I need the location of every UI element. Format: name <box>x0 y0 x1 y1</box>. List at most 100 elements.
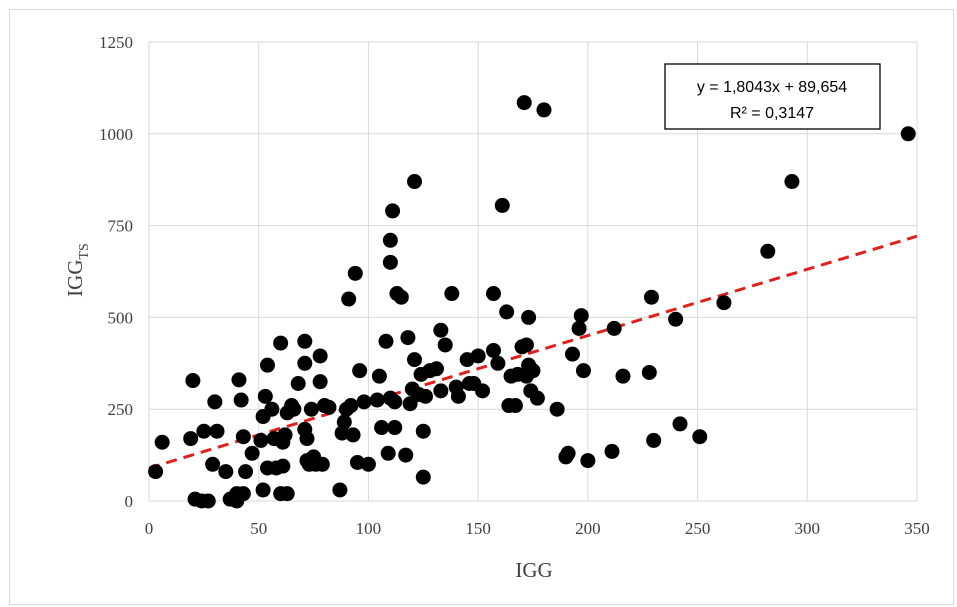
data-point <box>507 398 523 414</box>
x-tick-label: 250 <box>685 519 711 538</box>
trendline-equation: y = 1,8043x + 89,654 <box>697 79 847 96</box>
data-point <box>518 337 534 353</box>
data-point <box>606 320 622 336</box>
x-tick-labels: 0 50 100 150 200 250 300 350 <box>145 519 930 538</box>
data-point <box>374 420 390 436</box>
data-point <box>573 308 589 324</box>
data-point <box>470 348 486 364</box>
trendline <box>148 234 918 470</box>
y-axis-title-main: IGG <box>63 260 87 297</box>
data-point <box>345 427 361 443</box>
data-point <box>196 423 212 439</box>
data-point <box>784 174 800 190</box>
x-tick-label: 300 <box>795 519 821 538</box>
y-tick-label: 750 <box>108 217 134 236</box>
data-point <box>286 401 302 417</box>
data-point <box>615 368 631 384</box>
y-tick-label: 1250 <box>99 33 133 52</box>
data-point <box>433 383 449 399</box>
data-point <box>486 342 502 358</box>
data-point <box>490 355 506 371</box>
data-point <box>529 390 545 406</box>
data-point <box>716 295 732 311</box>
y-tick-label: 1000 <box>99 125 133 144</box>
data-point <box>450 388 466 404</box>
data-point <box>185 373 201 389</box>
data-point <box>382 254 398 270</box>
data-point <box>433 322 449 338</box>
data-point <box>692 429 708 445</box>
data-point <box>235 486 251 502</box>
data-point <box>900 126 916 142</box>
data-point <box>343 398 359 414</box>
data-point <box>380 445 396 461</box>
data-point <box>643 289 659 305</box>
x-tick-label: 0 <box>145 519 154 538</box>
data-point <box>407 352 423 368</box>
data-point <box>437 337 453 353</box>
data-point <box>387 394 403 410</box>
data-point <box>382 232 398 248</box>
trendline-equation-box: y = 1,8043x + 89,654 R² = 0,3147 <box>664 63 881 130</box>
data-point <box>279 486 295 502</box>
data-point <box>231 372 247 388</box>
x-tick-label: 150 <box>465 519 491 538</box>
data-point <box>525 363 541 379</box>
data-point <box>244 445 260 461</box>
data-point <box>290 375 306 391</box>
data-point <box>233 392 249 408</box>
data-point <box>521 309 537 325</box>
data-point <box>604 443 620 459</box>
data-point <box>516 95 532 111</box>
data-point <box>668 311 684 327</box>
data-point <box>259 357 275 373</box>
data-point <box>321 399 337 415</box>
data-point <box>415 469 431 485</box>
data-point <box>549 401 565 417</box>
data-point <box>356 394 372 410</box>
data-point <box>575 363 591 379</box>
data-point <box>297 333 313 349</box>
data-point <box>273 335 289 351</box>
data-point <box>564 346 580 362</box>
data-point <box>475 383 491 399</box>
data-point <box>205 456 221 472</box>
data-point <box>314 456 330 472</box>
data-point <box>760 243 776 259</box>
data-point <box>264 401 280 417</box>
data-point <box>336 414 352 430</box>
data-point <box>378 333 394 349</box>
y-tick-label: 0 <box>125 492 134 511</box>
data-point <box>415 423 431 439</box>
data-point <box>312 348 328 364</box>
data-point <box>312 374 328 390</box>
data-point <box>347 265 363 281</box>
data-point <box>417 388 433 404</box>
data-point <box>571 320 587 336</box>
x-tick-label: 200 <box>575 519 601 538</box>
data-point <box>154 434 170 450</box>
trendline-layer <box>148 234 918 470</box>
data-point <box>486 286 502 302</box>
x-tick-label: 50 <box>250 519 267 538</box>
data-point <box>218 464 234 480</box>
data-point <box>580 453 596 469</box>
data-point <box>398 447 414 463</box>
data-point <box>646 432 662 448</box>
data-point <box>238 464 254 480</box>
y-tick-label: 250 <box>108 400 134 419</box>
data-point <box>371 368 387 384</box>
data-point <box>428 361 444 377</box>
data-points <box>148 95 916 509</box>
data-point <box>299 431 315 447</box>
data-point <box>352 363 368 379</box>
x-axis-title: IGG <box>515 558 552 582</box>
data-point <box>385 203 401 219</box>
data-point <box>444 286 460 302</box>
data-point <box>641 364 657 380</box>
data-point <box>148 464 164 480</box>
data-point <box>275 458 291 474</box>
data-point <box>257 388 273 404</box>
data-point <box>672 416 688 432</box>
